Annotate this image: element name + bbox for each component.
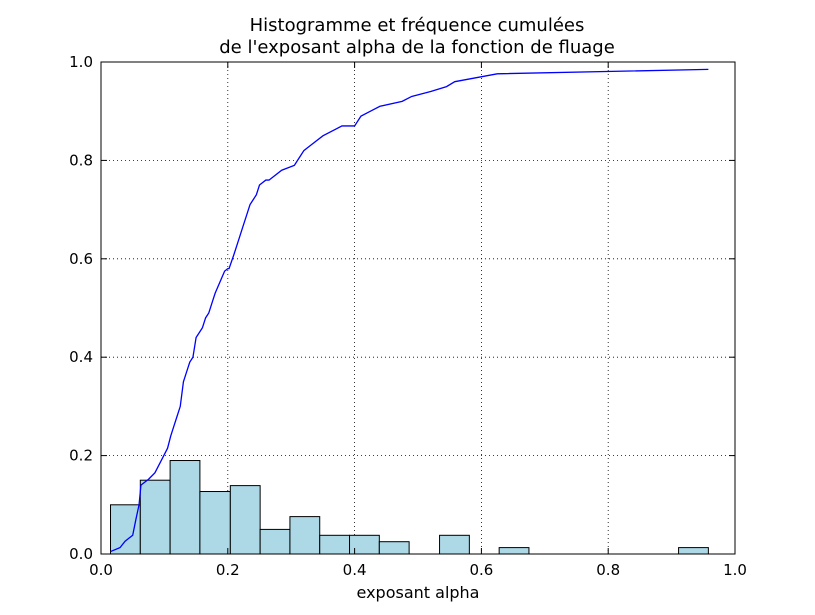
chart-title-line-2: de l'exposant alpha de la fonction de fl… xyxy=(219,37,615,58)
histogram-bar-19 xyxy=(678,547,709,555)
histogram-bar-9 xyxy=(378,541,410,555)
y-tick-label-1: 0.2 xyxy=(69,447,93,465)
histogram-bar-7 xyxy=(319,534,351,555)
histogram-bar-3 xyxy=(199,491,231,555)
histogram-bar-5 xyxy=(259,528,291,555)
x-tick-label-0: 0.0 xyxy=(89,561,113,579)
axis-ticks: 0.0 0.2 0.4 0.6 0.8 1.0 0.0 0.2 0.4 0.6 0.8 1.0 xyxy=(69,53,747,579)
histogram-bar-0 xyxy=(110,504,141,555)
y-tick-label-2: 0.4 xyxy=(69,348,93,366)
x-axis-label: exposant alpha xyxy=(357,583,480,602)
histogram-bar-6 xyxy=(289,516,321,555)
histogram-bar-8 xyxy=(349,534,380,555)
x-tick-label-2: 0.4 xyxy=(343,561,367,579)
histogram-bar-2 xyxy=(169,460,201,555)
x-tick-label-5: 1.0 xyxy=(723,561,747,579)
histogram-bar-1 xyxy=(139,479,171,555)
histogram-bar-13 xyxy=(498,547,530,555)
x-tick-label-3: 0.6 xyxy=(469,561,493,579)
x-tick-label-4: 0.8 xyxy=(596,561,620,579)
y-tick-label-3: 0.6 xyxy=(69,250,93,268)
chart-title-line-1: Histogramme et fréquence cumulées xyxy=(250,15,585,36)
histogram-bar-11 xyxy=(439,534,470,555)
histogram-bar-4 xyxy=(229,485,261,555)
plot-frame xyxy=(100,61,736,555)
x-tick-label-1: 0.2 xyxy=(216,561,240,579)
y-tick-label-5: 1.0 xyxy=(69,53,93,71)
cumulative-frequency-line xyxy=(110,68,709,553)
y-tick-label-4: 0.8 xyxy=(69,151,93,169)
y-tick-label-0: 0.0 xyxy=(69,545,93,563)
grid xyxy=(101,62,735,554)
